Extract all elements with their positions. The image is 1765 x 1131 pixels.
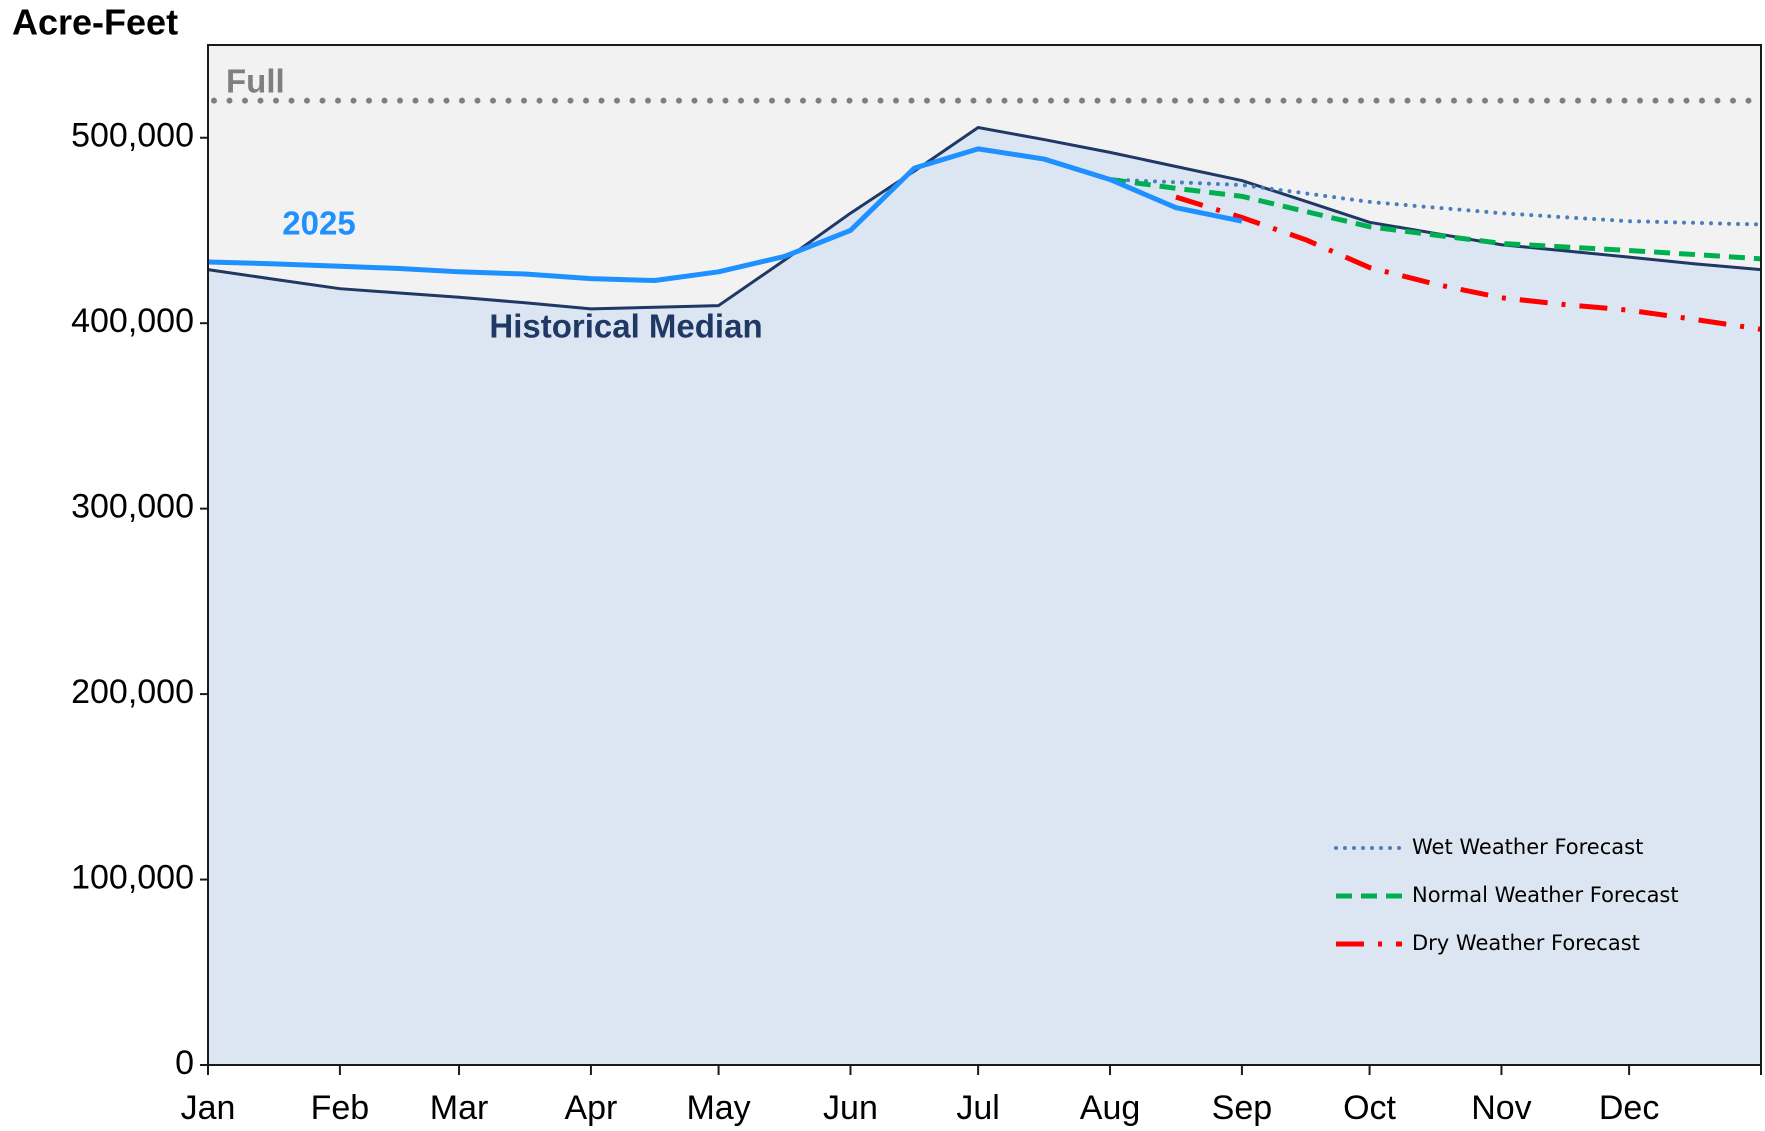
area: [208, 127, 1761, 1065]
legend-label: Wet Weather Forecast: [1412, 835, 1643, 859]
series-label: Historical Median: [489, 308, 762, 345]
x-tick-label: Nov: [1471, 1089, 1531, 1127]
x-tick-label: Jan: [181, 1089, 236, 1127]
series-line: [1175, 194, 1762, 332]
reference-label: Full: [226, 63, 285, 100]
x-tick-label: Jul: [956, 1089, 999, 1127]
x-tick-label: Aug: [1080, 1089, 1141, 1127]
x-tick-label: May: [686, 1089, 750, 1127]
x-tick-label: Feb: [311, 1089, 370, 1127]
x-tick-label: Dec: [1599, 1089, 1659, 1127]
plot-frame: [207, 44, 1762, 1066]
x-tick-label: Mar: [430, 1089, 489, 1127]
series-line: [1109, 176, 1762, 262]
y-tick-label: 500,000: [71, 117, 194, 155]
x-tick-label: Jun: [823, 1089, 878, 1127]
y-tick-label: 300,000: [71, 488, 194, 526]
series-line: [207, 126, 1762, 311]
y-tick-label: 200,000: [71, 673, 194, 711]
x-tick-label: Apr: [564, 1089, 617, 1127]
series-line: [207, 146, 1243, 284]
x-tick-label: Sep: [1212, 1089, 1273, 1127]
y-tick-label: 0: [175, 1044, 194, 1082]
legend-label: Dry Weather Forecast: [1412, 931, 1640, 955]
legend-label: Normal Weather Forecast: [1412, 883, 1679, 907]
y-tick-label: 100,000: [71, 859, 194, 897]
series-label: 2025: [282, 205, 355, 242]
x-tick-label: Oct: [1343, 1089, 1396, 1127]
y-tick-label: 400,000: [71, 302, 194, 340]
axis-title: Acre-Feet: [12, 2, 178, 43]
